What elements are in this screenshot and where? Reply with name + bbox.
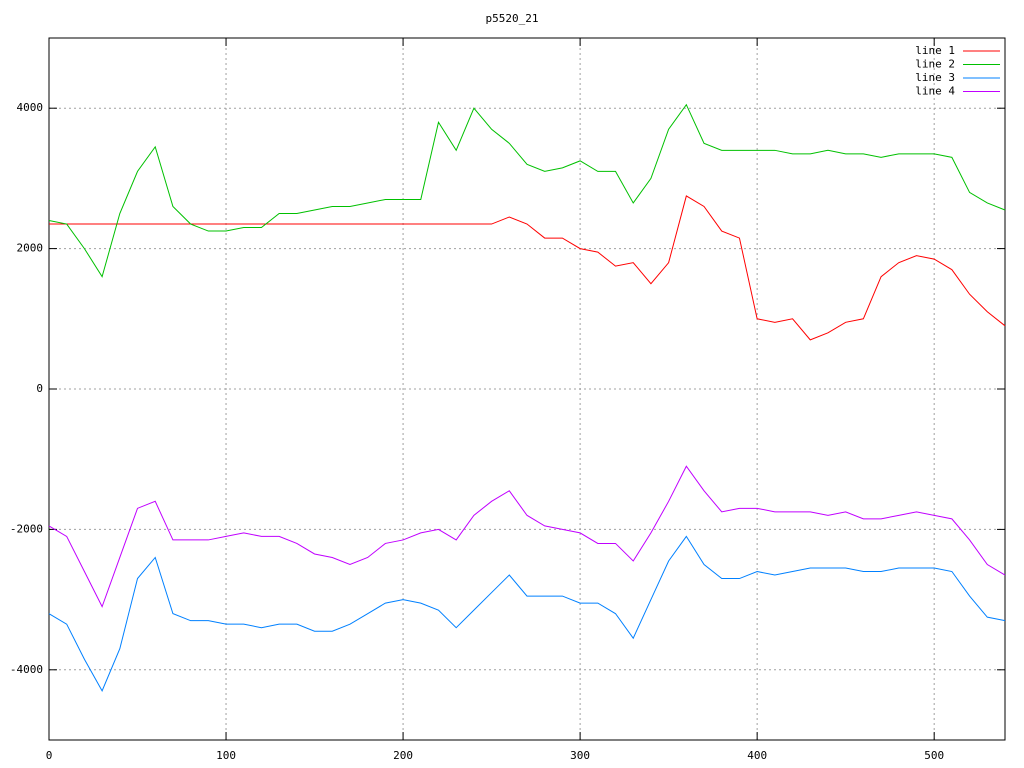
y-tick-label: -2000: [10, 522, 43, 535]
y-tick-label: -4000: [10, 663, 43, 676]
x-tick-label: 500: [924, 749, 944, 762]
y-tick-label: 0: [36, 382, 43, 395]
y-tick-label: 2000: [17, 242, 44, 255]
chart-title: p5520_21: [486, 12, 539, 25]
x-tick-label: 100: [216, 749, 236, 762]
legend-label: line 3: [915, 71, 955, 84]
series-line: [48, 103, 1006, 278]
plot-border: [48, 37, 1006, 741]
series-line: [48, 535, 1006, 692]
series-line: [48, 465, 1006, 608]
legend-label: line 2: [915, 58, 955, 71]
x-tick-label: 200: [393, 749, 413, 762]
legend-label: line 4: [915, 85, 955, 98]
legend-label: line 1: [915, 44, 955, 57]
series-line: [49, 195, 1006, 341]
x-tick-label: 300: [570, 749, 590, 762]
x-tick-label: 400: [747, 749, 767, 762]
x-tick-label: 0: [46, 749, 53, 762]
y-tick-label: 4000: [17, 101, 44, 114]
